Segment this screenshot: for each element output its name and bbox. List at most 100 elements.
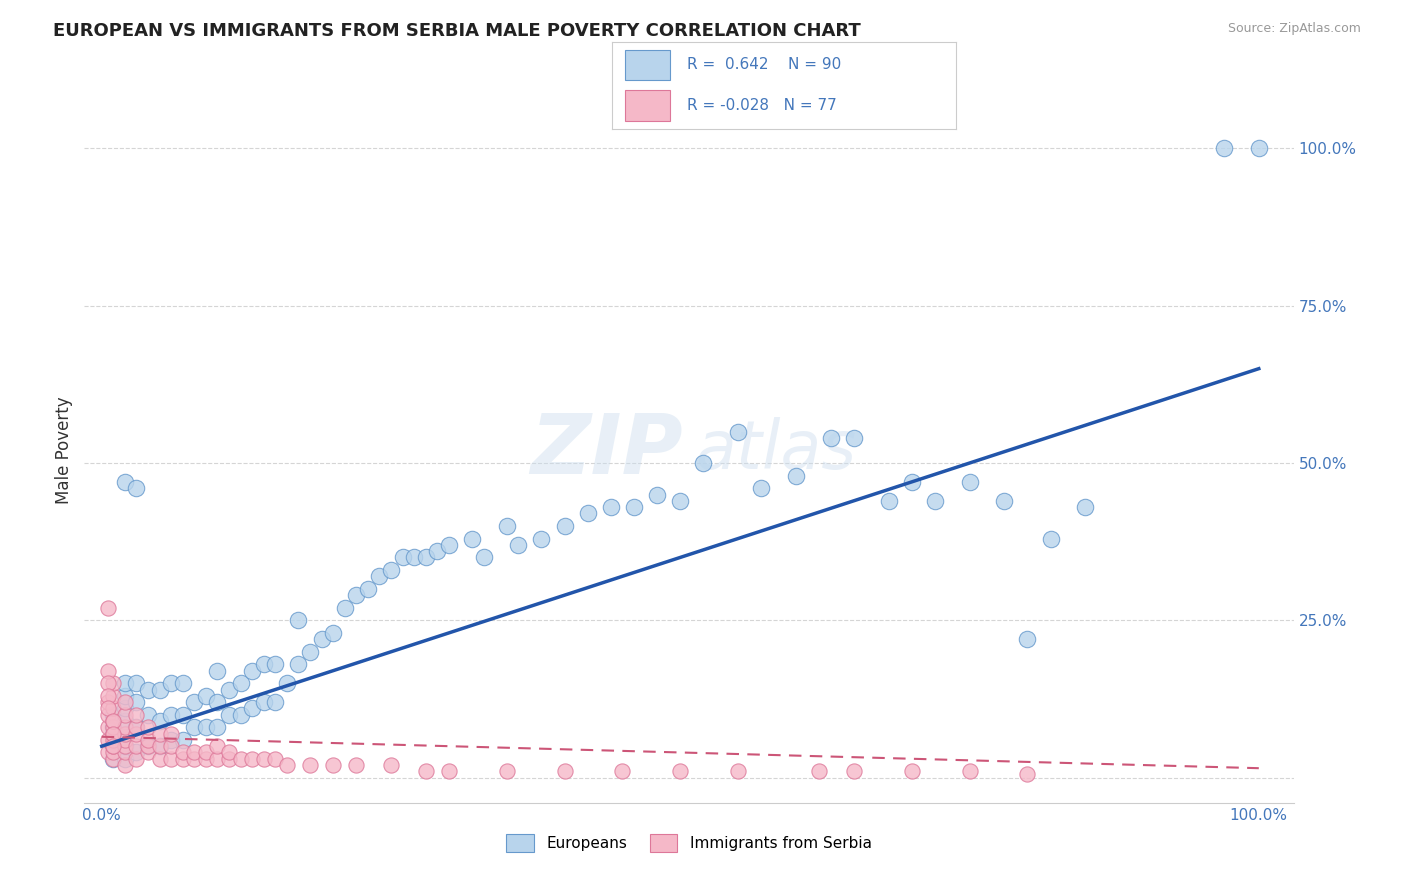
Point [461, 532, 484, 546]
Point [103, 689, 125, 703]
Point [136, 720, 159, 734]
Point [103, 732, 125, 747]
Point [229, 676, 252, 690]
Text: R = -0.028   N = 77: R = -0.028 N = 77 [688, 98, 837, 112]
Point [218, 707, 240, 722]
Point [96, 720, 118, 734]
Point [114, 739, 136, 754]
Point [1039, 532, 1062, 546]
Point [103, 746, 125, 760]
Point [114, 726, 136, 740]
Point [842, 431, 865, 445]
Point [368, 569, 391, 583]
Point [103, 739, 125, 754]
Point [183, 695, 205, 709]
Point [114, 689, 136, 703]
Point [103, 707, 125, 722]
Point [357, 582, 380, 596]
Point [240, 752, 263, 766]
Point [160, 752, 183, 766]
Point [240, 664, 263, 678]
Point [276, 676, 298, 690]
Point [264, 752, 287, 766]
Point [96, 695, 118, 709]
Point [1017, 767, 1039, 781]
Point [183, 720, 205, 734]
Point [114, 739, 136, 754]
Point [103, 726, 125, 740]
Point [218, 746, 240, 760]
Point [404, 550, 426, 565]
Point [125, 726, 148, 740]
Point [380, 563, 402, 577]
Point [623, 500, 645, 514]
Point [114, 701, 136, 715]
Point [322, 758, 344, 772]
Text: R =  0.642    N = 90: R = 0.642 N = 90 [688, 57, 842, 71]
Point [125, 739, 148, 754]
Point [148, 714, 170, 728]
Point [264, 695, 287, 709]
Point [114, 758, 136, 772]
Bar [626, 50, 671, 80]
Point [103, 726, 125, 740]
Point [172, 707, 194, 722]
Y-axis label: Male Poverty: Male Poverty [55, 397, 73, 504]
Point [900, 475, 922, 489]
Point [96, 732, 118, 747]
Point [207, 664, 229, 678]
Point [125, 481, 148, 495]
Point [136, 739, 159, 754]
Point [103, 701, 125, 715]
Point [727, 425, 749, 439]
Point [136, 739, 159, 754]
Point [599, 500, 621, 514]
Point [172, 746, 194, 760]
Point [125, 720, 148, 734]
Point [415, 550, 437, 565]
Point [96, 689, 118, 703]
Point [136, 746, 159, 760]
Text: EUROPEAN VS IMMIGRANTS FROM SERBIA MALE POVERTY CORRELATION CHART: EUROPEAN VS IMMIGRANTS FROM SERBIA MALE … [53, 22, 862, 40]
Point [207, 695, 229, 709]
Point [125, 676, 148, 690]
Point [96, 707, 118, 722]
Point [103, 752, 125, 766]
Point [194, 689, 217, 703]
Legend: Europeans, Immigrants from Serbia: Europeans, Immigrants from Serbia [501, 828, 877, 859]
Bar [626, 90, 671, 120]
Point [1074, 500, 1097, 514]
Text: atlas: atlas [695, 417, 856, 483]
Point [103, 752, 125, 766]
Point [1213, 141, 1236, 155]
Point [136, 732, 159, 747]
Point [287, 657, 309, 672]
Point [207, 752, 229, 766]
Point [1017, 632, 1039, 647]
Point [218, 682, 240, 697]
Point [114, 714, 136, 728]
Point [554, 764, 576, 779]
Point [229, 752, 252, 766]
Point [924, 493, 946, 508]
Point [194, 746, 217, 760]
Point [612, 764, 634, 779]
Text: Source: ZipAtlas.com: Source: ZipAtlas.com [1227, 22, 1361, 36]
Point [183, 746, 205, 760]
Point [495, 519, 517, 533]
Point [877, 493, 900, 508]
Point [749, 481, 772, 495]
Point [114, 720, 136, 734]
Point [160, 707, 183, 722]
Point [240, 701, 263, 715]
Point [136, 707, 159, 722]
Point [148, 739, 170, 754]
Point [148, 726, 170, 740]
Point [842, 764, 865, 779]
Point [172, 732, 194, 747]
Point [472, 550, 495, 565]
Point [959, 475, 981, 489]
Point [669, 764, 692, 779]
Point [148, 739, 170, 754]
Point [415, 764, 437, 779]
